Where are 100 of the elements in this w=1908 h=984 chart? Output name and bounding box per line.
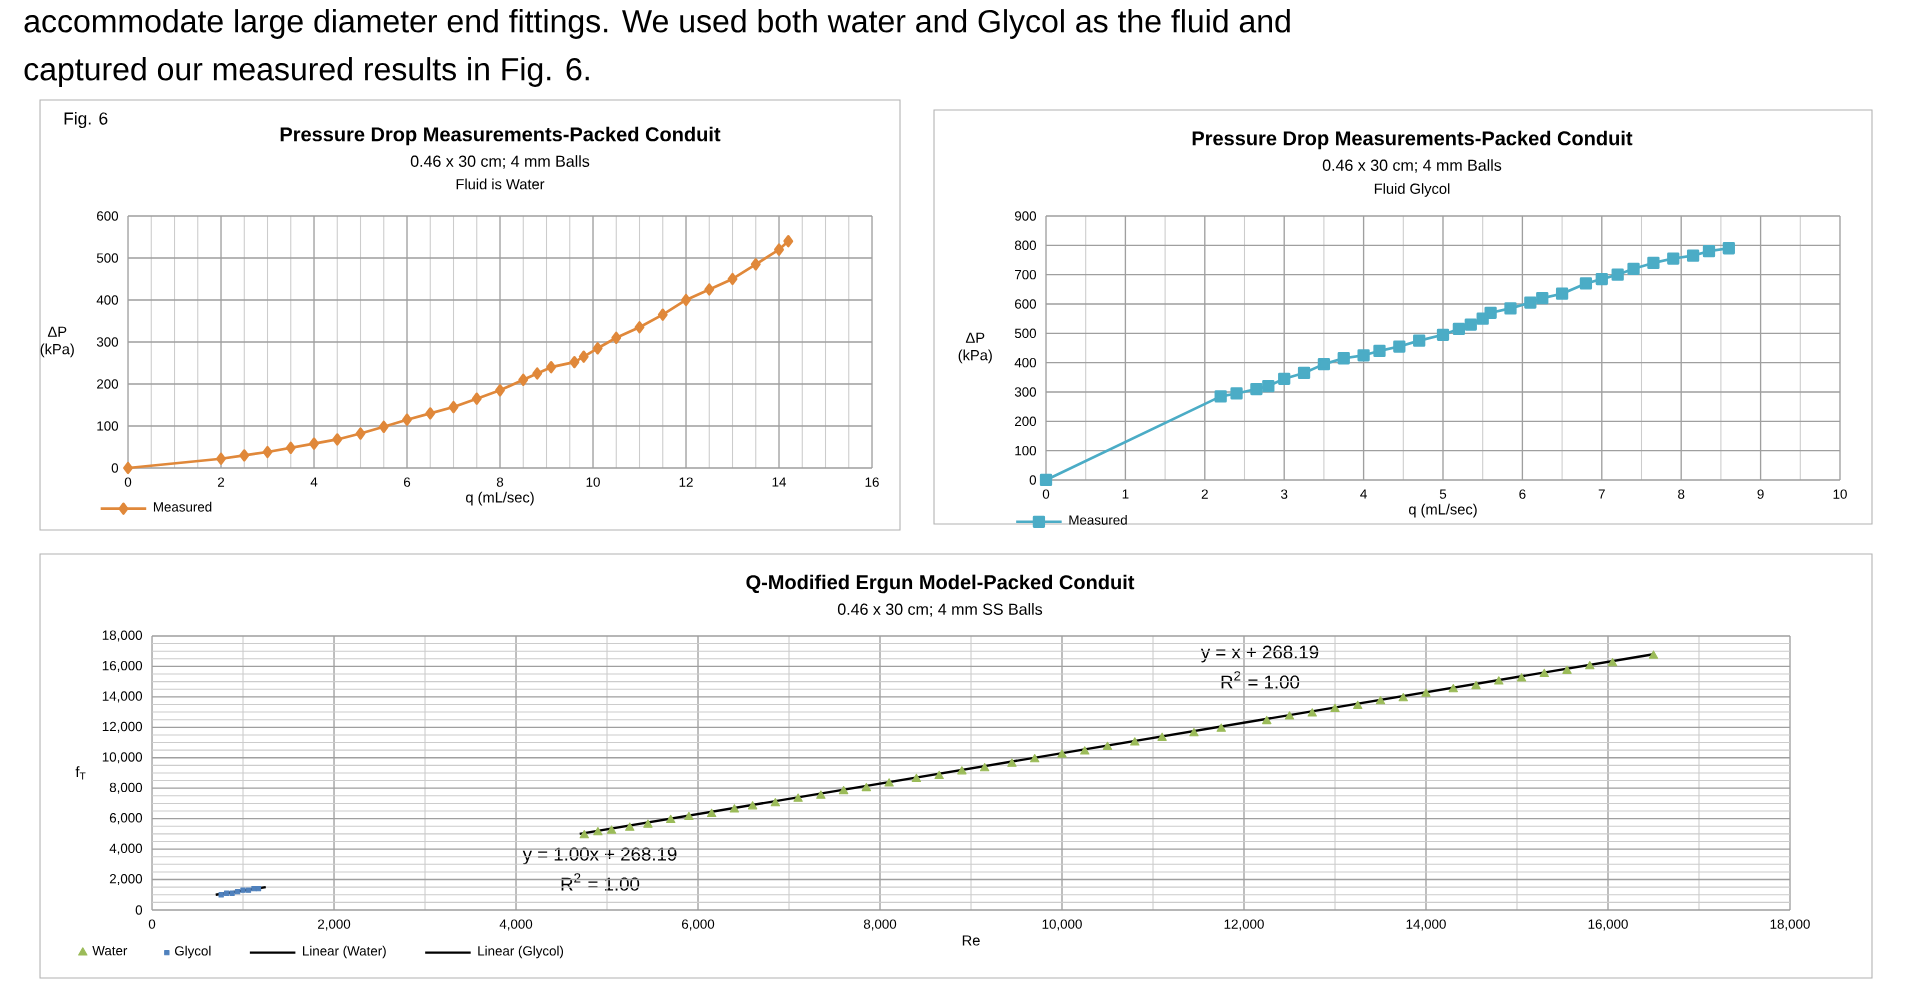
chart-title: Pressure Drop Measurements-Packed Conduit bbox=[1192, 130, 1633, 150]
point bbox=[1667, 252, 1680, 265]
point bbox=[1539, 668, 1549, 677]
point bbox=[1611, 268, 1624, 281]
point bbox=[1484, 306, 1497, 319]
chart-subtitle: 0.46 x 30 cm; 4 mm Balls bbox=[410, 155, 590, 169]
point bbox=[1393, 340, 1406, 353]
point bbox=[1516, 673, 1527, 682]
chart-subtitle: 0.46 x 30 cm; 4 mm SS Balls bbox=[837, 603, 1043, 617]
point bbox=[783, 235, 794, 248]
point bbox=[1452, 322, 1466, 336]
point bbox=[979, 763, 990, 772]
text: captured our measured results in Fig. 6. bbox=[24, 57, 589, 87]
point bbox=[1647, 256, 1660, 270]
point bbox=[1039, 473, 1053, 487]
point bbox=[1262, 379, 1275, 393]
point bbox=[309, 437, 319, 450]
point bbox=[1464, 318, 1477, 331]
point bbox=[625, 822, 635, 831]
point bbox=[1030, 753, 1040, 763]
point bbox=[684, 811, 694, 821]
point bbox=[1353, 700, 1363, 709]
point bbox=[611, 331, 622, 344]
point bbox=[518, 373, 529, 386]
point bbox=[1398, 693, 1408, 702]
point bbox=[934, 770, 944, 779]
point bbox=[1579, 277, 1593, 290]
point bbox=[332, 433, 343, 446]
chart-subtitle: 0.46 x 30 cm; 4 mm Balls bbox=[1322, 159, 1502, 173]
point bbox=[592, 342, 603, 355]
point bbox=[793, 793, 803, 802]
point bbox=[240, 887, 246, 893]
point bbox=[1627, 262, 1640, 275]
point bbox=[1373, 344, 1386, 358]
point bbox=[861, 782, 872, 792]
point bbox=[532, 367, 543, 380]
annotation: y = 1.00x + 268.19 bbox=[522, 847, 677, 865]
point bbox=[1284, 711, 1295, 720]
point bbox=[606, 825, 617, 834]
point bbox=[1157, 732, 1167, 741]
point bbox=[1421, 688, 1431, 697]
point bbox=[1007, 758, 1017, 767]
point bbox=[448, 400, 459, 414]
point bbox=[634, 321, 645, 334]
point bbox=[1585, 661, 1595, 670]
point bbox=[1080, 746, 1090, 755]
point bbox=[1607, 658, 1618, 667]
caption: Fig. 6 bbox=[64, 111, 108, 129]
point bbox=[223, 890, 230, 896]
point bbox=[1702, 245, 1716, 258]
point bbox=[1494, 676, 1504, 685]
point bbox=[770, 798, 781, 807]
point bbox=[1214, 390, 1227, 403]
point bbox=[1686, 249, 1700, 262]
point bbox=[774, 243, 784, 256]
point bbox=[681, 293, 691, 307]
point bbox=[1230, 387, 1243, 400]
point bbox=[957, 766, 967, 775]
point bbox=[245, 887, 252, 893]
point bbox=[1307, 708, 1317, 717]
point bbox=[1413, 334, 1426, 347]
point bbox=[747, 801, 758, 810]
point bbox=[1504, 302, 1517, 315]
point bbox=[1471, 680, 1481, 690]
point bbox=[262, 445, 273, 459]
point bbox=[750, 258, 761, 271]
point bbox=[1330, 703, 1340, 712]
point bbox=[816, 790, 826, 799]
point bbox=[727, 272, 738, 286]
point bbox=[1595, 272, 1608, 286]
point bbox=[1357, 349, 1370, 362]
point bbox=[425, 407, 436, 420]
text: accommodate large diameter end fittings. We used both water and Glycol as the fluid and bbox=[24, 9, 1290, 39]
point bbox=[1436, 328, 1450, 341]
point bbox=[123, 461, 133, 475]
point bbox=[216, 452, 226, 465]
point bbox=[1102, 741, 1113, 751]
point bbox=[1278, 372, 1291, 385]
point bbox=[471, 392, 482, 405]
point bbox=[1216, 723, 1226, 732]
point bbox=[706, 808, 717, 818]
point bbox=[884, 778, 894, 787]
point bbox=[239, 449, 250, 462]
point bbox=[578, 350, 589, 363]
point bbox=[285, 441, 296, 454]
point bbox=[218, 892, 224, 898]
point bbox=[355, 427, 366, 440]
point bbox=[1317, 357, 1331, 371]
point bbox=[546, 361, 557, 374]
point bbox=[1555, 287, 1569, 300]
point bbox=[255, 885, 262, 892]
point bbox=[1375, 696, 1386, 705]
point bbox=[1057, 749, 1067, 758]
point bbox=[666, 814, 676, 824]
point bbox=[838, 785, 849, 795]
point bbox=[1337, 352, 1350, 365]
point bbox=[1189, 728, 1199, 737]
chart-title: Pressure Drop Measurements-Packed Conduit bbox=[280, 126, 721, 146]
point bbox=[643, 819, 653, 828]
point bbox=[1297, 366, 1311, 380]
